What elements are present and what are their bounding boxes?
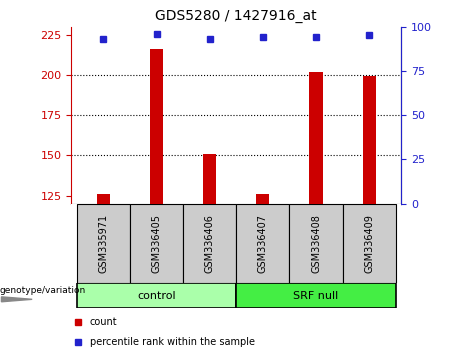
- Bar: [309, 72, 323, 204]
- Bar: [130, 204, 183, 283]
- Polygon shape: [1, 297, 32, 302]
- Text: GSM336406: GSM336406: [205, 214, 215, 273]
- Text: GSM336407: GSM336407: [258, 214, 268, 273]
- Bar: [77, 283, 236, 308]
- Text: GSM335971: GSM335971: [98, 214, 108, 273]
- Bar: [150, 49, 163, 204]
- Text: SRF null: SRF null: [293, 291, 339, 301]
- Text: GSM336409: GSM336409: [364, 214, 374, 273]
- Text: GSM336405: GSM336405: [152, 214, 161, 273]
- Bar: [343, 204, 396, 283]
- Bar: [256, 194, 270, 204]
- Bar: [236, 204, 290, 283]
- Bar: [183, 204, 236, 283]
- Text: genotype/variation: genotype/variation: [0, 286, 86, 295]
- Text: control: control: [137, 291, 176, 301]
- Title: GDS5280 / 1427916_at: GDS5280 / 1427916_at: [155, 9, 317, 23]
- Text: percentile rank within the sample: percentile rank within the sample: [89, 337, 254, 347]
- Text: count: count: [89, 317, 117, 327]
- Bar: [203, 154, 216, 204]
- Bar: [362, 76, 376, 204]
- Bar: [77, 204, 130, 283]
- Bar: [236, 283, 396, 308]
- Bar: [290, 204, 343, 283]
- Text: GSM336408: GSM336408: [311, 214, 321, 273]
- Bar: [97, 194, 110, 204]
